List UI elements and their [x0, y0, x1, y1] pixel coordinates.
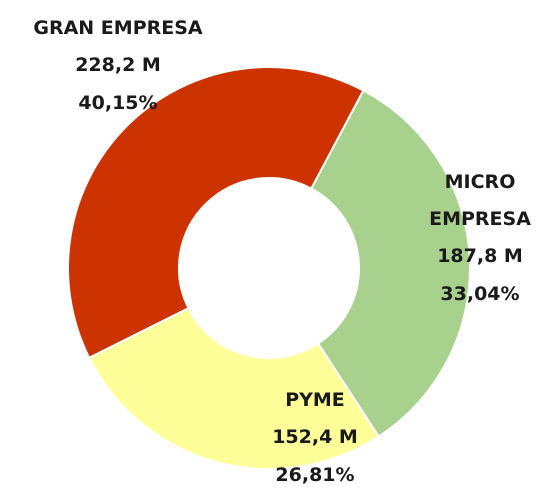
value-label: 228,2 M	[75, 54, 161, 76]
category-label: GRAN EMPRESA	[33, 17, 203, 39]
category-label: PYME	[285, 389, 345, 411]
percent-label: 40,15%	[78, 92, 158, 114]
percent-label: 33,04%	[440, 283, 520, 305]
percent-label: 26,81%	[275, 464, 355, 486]
donut-slice	[67, 66, 365, 360]
value-label: 152,4 M	[272, 426, 358, 448]
donut-slice	[309, 89, 471, 438]
donut-slice	[87, 306, 381, 470]
value-label: 187,8 M	[437, 245, 523, 267]
category-label: MICRO EMPRESA	[429, 171, 531, 230]
